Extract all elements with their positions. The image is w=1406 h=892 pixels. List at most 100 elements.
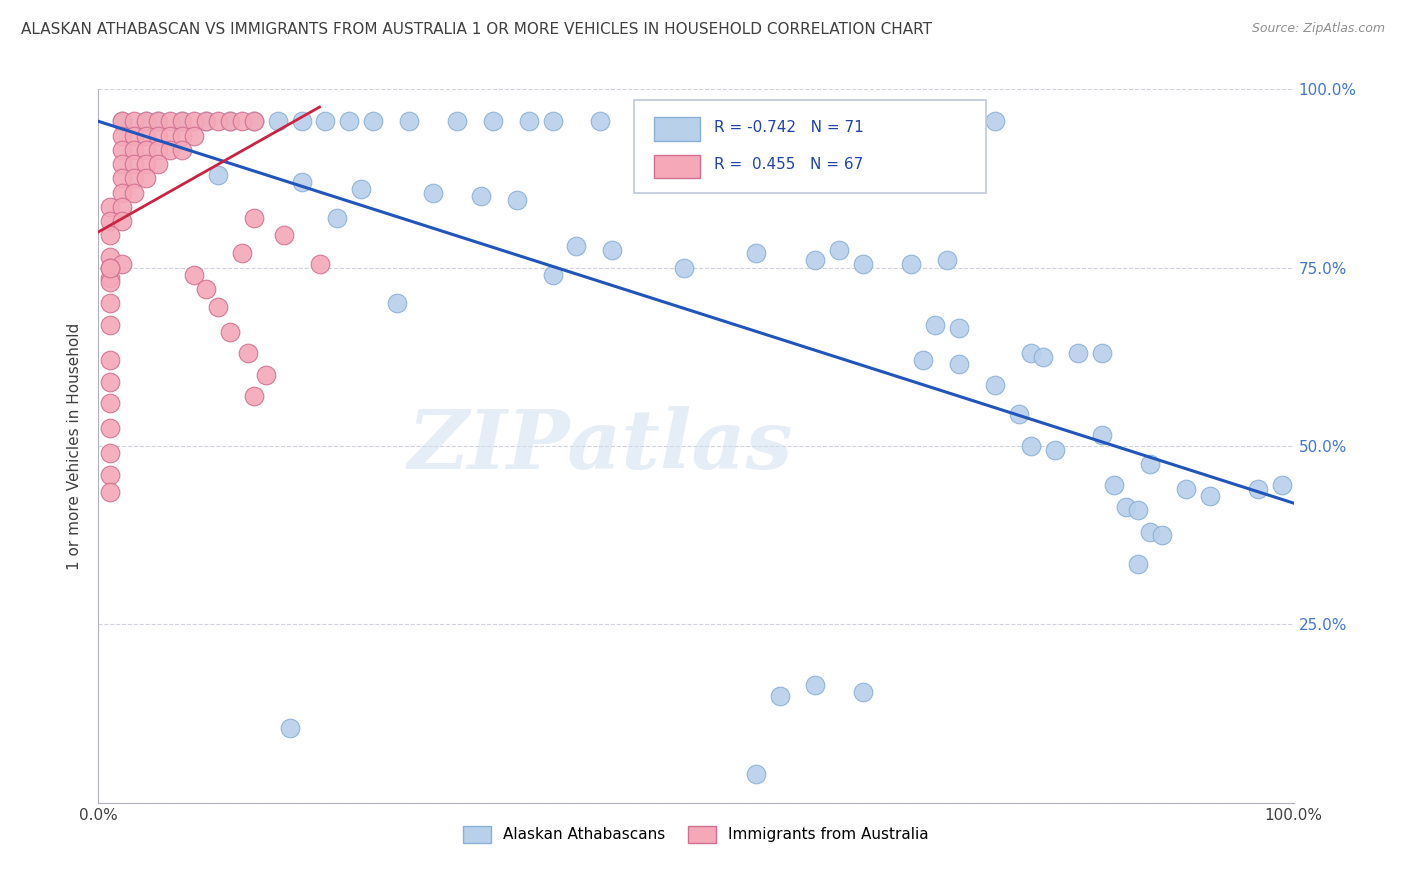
Point: [267, 114, 290, 128]
Point: [1128, 557, 1150, 571]
Point: [768, 689, 790, 703]
Point: [111, 214, 134, 228]
Point: [195, 282, 218, 296]
Point: [1139, 457, 1161, 471]
Point: [673, 260, 696, 275]
Point: [172, 114, 194, 128]
Point: [98, 260, 122, 275]
Point: [1043, 442, 1066, 457]
Point: [98, 396, 122, 410]
Point: [98, 467, 122, 482]
Point: [745, 246, 768, 260]
Point: [124, 171, 146, 186]
Point: [111, 157, 134, 171]
Point: [1067, 346, 1090, 360]
Point: [231, 246, 253, 260]
Point: [470, 189, 492, 203]
Point: [111, 257, 134, 271]
Point: [308, 257, 330, 271]
Point: [900, 257, 922, 271]
Point: [111, 143, 134, 157]
Y-axis label: 1 or more Vehicles in Household: 1 or more Vehicles in Household: [67, 322, 83, 570]
Point: [291, 114, 314, 128]
Point: [278, 721, 301, 735]
Point: [98, 214, 122, 228]
Point: [195, 114, 218, 128]
FancyBboxPatch shape: [654, 117, 700, 141]
Point: [852, 257, 875, 271]
Point: [852, 685, 875, 699]
Point: [648, 114, 672, 128]
Point: [422, 186, 444, 200]
Legend: Alaskan Athabascans, Immigrants from Australia: Alaskan Athabascans, Immigrants from Aus…: [457, 820, 935, 848]
Text: ZIPatlas: ZIPatlas: [408, 406, 793, 486]
Point: [804, 114, 827, 128]
Point: [98, 200, 122, 214]
Point: [1139, 524, 1161, 539]
Point: [1104, 478, 1126, 492]
Point: [124, 143, 146, 157]
Point: [172, 143, 194, 157]
Point: [98, 296, 122, 310]
Point: [111, 200, 134, 214]
Point: [315, 114, 337, 128]
Point: [98, 353, 122, 368]
Point: [481, 114, 505, 128]
FancyBboxPatch shape: [634, 100, 987, 193]
Point: [148, 114, 170, 128]
Point: [219, 114, 242, 128]
Point: [148, 128, 170, 143]
Point: [135, 143, 157, 157]
Point: [1128, 503, 1150, 517]
Point: [111, 171, 134, 186]
Point: [948, 321, 970, 335]
Point: [385, 296, 409, 310]
Point: [1271, 478, 1294, 492]
Point: [111, 114, 134, 128]
Point: [541, 114, 564, 128]
Point: [183, 128, 205, 143]
Point: [111, 128, 134, 143]
Point: [936, 114, 959, 128]
Point: [148, 157, 170, 171]
Point: [98, 271, 122, 285]
FancyBboxPatch shape: [654, 155, 700, 178]
Point: [517, 114, 540, 128]
Point: [865, 114, 887, 128]
Point: [98, 485, 122, 500]
Text: ALASKAN ATHABASCAN VS IMMIGRANTS FROM AUSTRALIA 1 OR MORE VEHICLES IN HOUSEHOLD : ALASKAN ATHABASCAN VS IMMIGRANTS FROM AU…: [21, 22, 932, 37]
Point: [804, 678, 827, 692]
Point: [506, 193, 529, 207]
Point: [195, 114, 218, 128]
Point: [326, 211, 349, 225]
Point: [1115, 500, 1137, 514]
Point: [135, 114, 157, 128]
Point: [111, 186, 134, 200]
Point: [236, 346, 259, 360]
Point: [900, 114, 922, 128]
Point: [1019, 346, 1042, 360]
Text: Source: ZipAtlas.com: Source: ZipAtlas.com: [1251, 22, 1385, 36]
Point: [135, 114, 157, 128]
Point: [1175, 482, 1198, 496]
Point: [111, 114, 134, 128]
Text: R =  0.455   N = 67: R = 0.455 N = 67: [714, 157, 863, 172]
Point: [446, 114, 468, 128]
Point: [339, 114, 361, 128]
Point: [98, 260, 122, 275]
Point: [745, 767, 768, 781]
Point: [148, 114, 170, 128]
Point: [98, 228, 122, 243]
Point: [602, 243, 624, 257]
Point: [273, 228, 295, 243]
Point: [159, 114, 181, 128]
Point: [243, 211, 266, 225]
Point: [1019, 439, 1042, 453]
Point: [124, 128, 146, 143]
Point: [207, 300, 229, 314]
Point: [159, 128, 181, 143]
Point: [254, 368, 277, 382]
Point: [984, 114, 1007, 128]
Point: [98, 421, 122, 435]
Point: [135, 171, 157, 186]
